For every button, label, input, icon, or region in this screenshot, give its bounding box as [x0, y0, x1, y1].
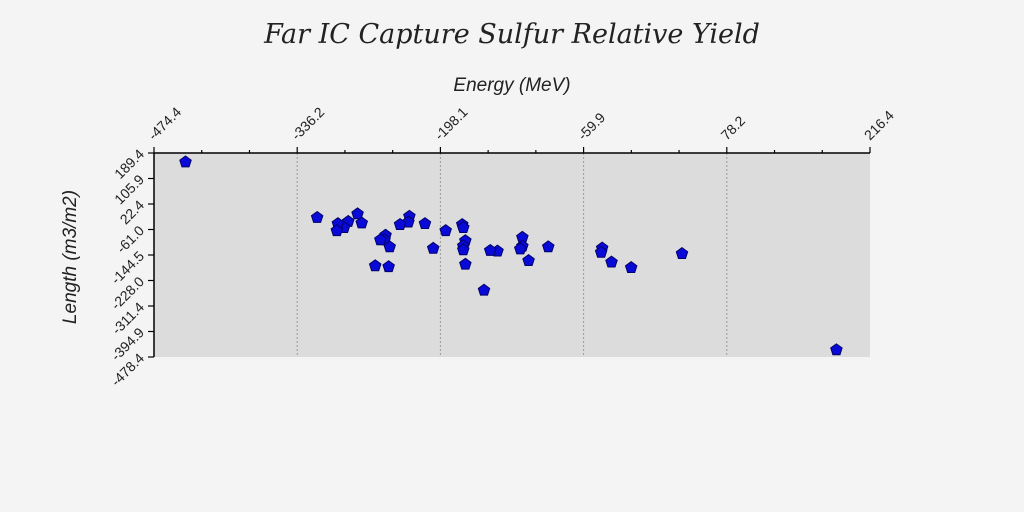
data-point [426, 241, 440, 254]
x-tick-label: -474.4 [145, 104, 185, 144]
data-points [179, 155, 843, 356]
data-point [310, 210, 324, 223]
data-point [477, 283, 491, 296]
y-tick-label: -61.0 [113, 222, 147, 256]
data-point [351, 207, 364, 220]
data-point [675, 247, 689, 259]
data-point [418, 217, 432, 230]
data-point [459, 257, 472, 270]
data-point [179, 155, 192, 168]
data-point [393, 217, 407, 230]
chart-title: Far IC Capture Sulfur Relative Yield [263, 19, 760, 50]
data-point [456, 243, 470, 256]
plot-area [154, 153, 870, 357]
y-axis-label: Length (m3/m2) [60, 190, 81, 324]
data-point [483, 243, 497, 256]
data-point [624, 261, 638, 274]
data-point [368, 259, 382, 272]
data-point [355, 216, 369, 229]
data-point [456, 221, 470, 234]
data-point [374, 233, 387, 246]
x-tick-label: 78.2 [718, 112, 749, 143]
data-point [439, 224, 452, 237]
data-point [830, 343, 843, 356]
x-tick-label: -336.2 [288, 104, 328, 144]
data-point [383, 240, 396, 253]
grid-lines [296, 153, 728, 357]
y-tick-label: 189.4 [111, 146, 147, 182]
x-tick-label: -59.9 [574, 109, 608, 143]
data-point [522, 254, 535, 267]
data-point [382, 260, 395, 273]
data-point [330, 224, 344, 237]
data-point [541, 240, 555, 253]
x-tick-label: 216.4 [861, 107, 897, 143]
x-tick-label: -198.1 [431, 104, 471, 144]
x-axis-label: Energy (MeV) [453, 75, 570, 96]
data-point [594, 245, 608, 258]
data-point [514, 242, 527, 255]
data-point [605, 255, 618, 268]
